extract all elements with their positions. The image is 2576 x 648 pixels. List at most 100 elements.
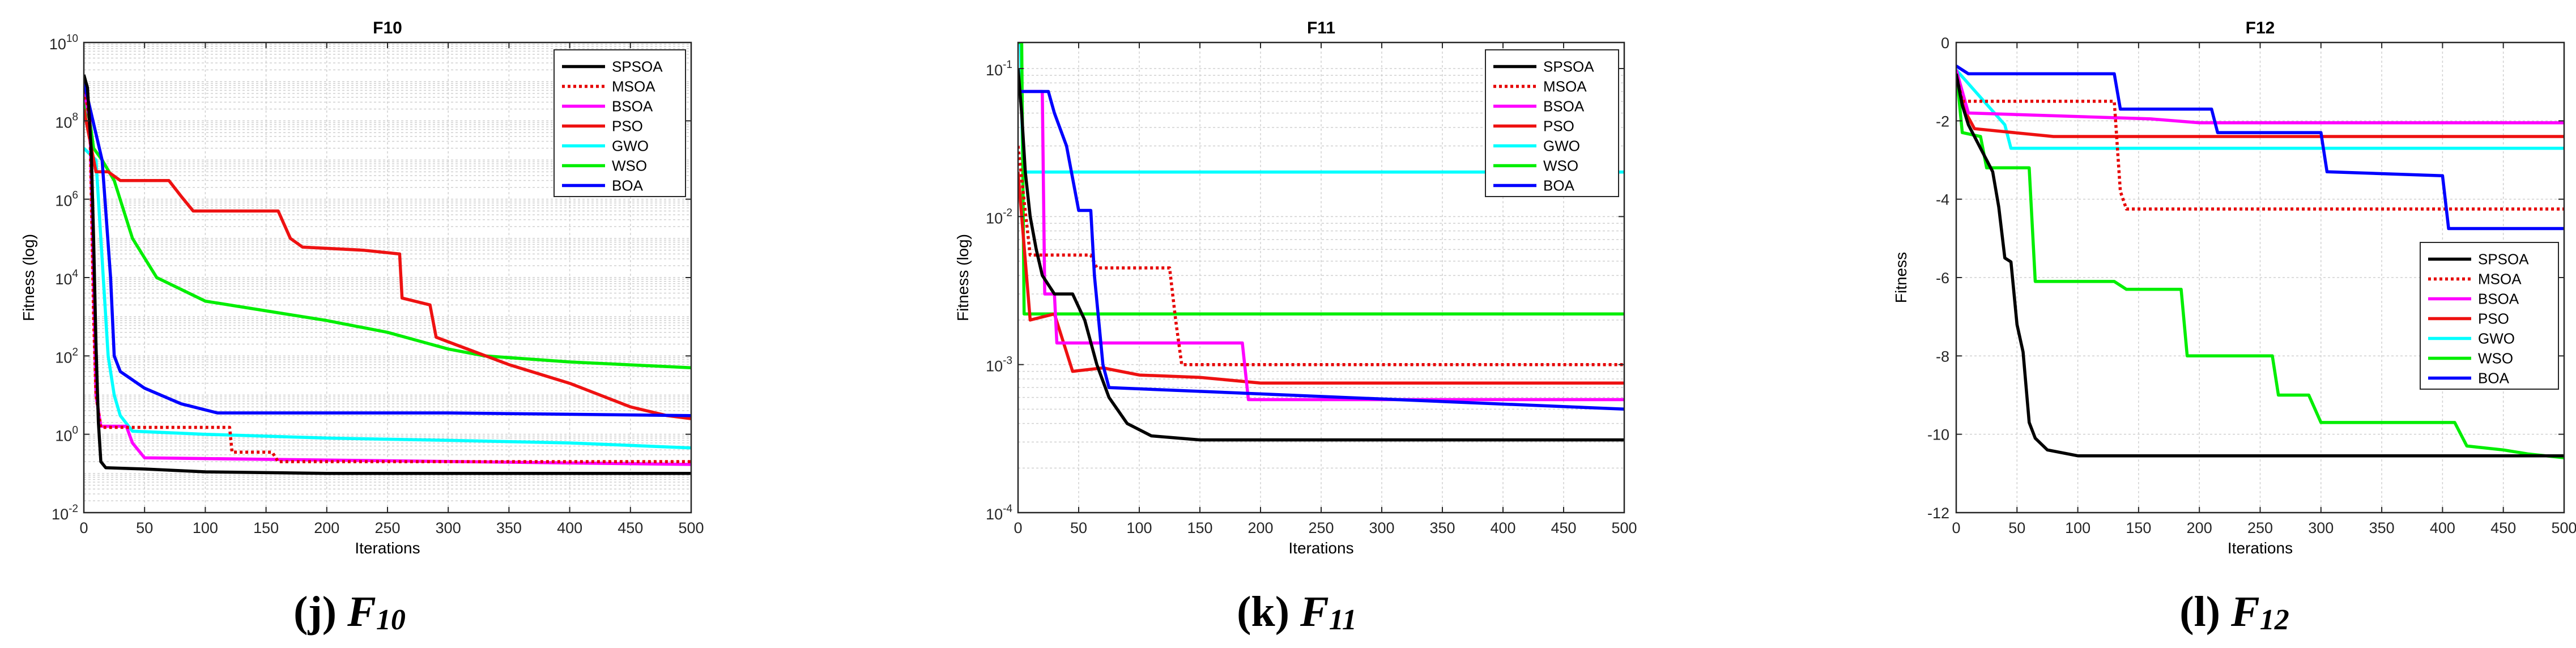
legend-label-pso: PSO [2478,310,2509,327]
series-line-pso [84,108,691,420]
series-line-wso [1956,70,2564,459]
legend-label-wso: WSO [2478,350,2513,367]
series-line-bsoa [1018,89,1624,402]
x-tick-label: 50 [136,519,153,536]
y-tick-base: 10 [55,271,72,288]
legend-label-msoa: MSOA [2478,271,2522,288]
x-tick-label: 50 [1070,519,1087,536]
legend-label-boa: BOA [2478,370,2510,387]
legend-label-bsoa: BSOA [2478,291,2519,308]
y-axis-label: Fitness (log) [954,234,972,321]
legend-label-gwo: GWO [612,138,649,155]
x-tick-label: 300 [2308,519,2334,536]
legend-label-msoa: MSOA [612,78,655,95]
y-tick-base: 10 [986,62,1003,79]
y-tick-label: -8 [1936,348,1949,365]
y-tick-exponent: -2 [1003,207,1012,219]
x-axis-label: Iterations [2228,539,2293,557]
series-line-spsoa [1956,73,2564,458]
x-tick-label: 0 [1014,519,1022,536]
x-tick-label: 300 [1369,519,1394,536]
x-tick-label: 350 [1429,519,1455,536]
series-line-gwo [1956,69,2564,150]
y-tick-label: -2 [1936,113,1949,130]
panel-caption: (j) F10 [293,588,406,636]
caption-function: F [347,588,376,636]
x-tick-label: 500 [678,519,704,536]
y-tick-exponent: 10 [66,33,78,45]
y-tick-label: -4 [1936,191,1949,208]
x-tick-label: 300 [436,519,461,536]
y-tick-exponent: 4 [72,268,78,280]
y-tick-exponent: -3 [1003,355,1012,367]
x-tick-label: 450 [1551,519,1576,536]
y-tick-exponent: 2 [72,346,78,358]
legend-label-boa: BOA [1543,177,1575,194]
x-tick-label: 450 [2490,519,2516,536]
x-axis-label: Iterations [1288,539,1353,557]
series-line-gwo [84,147,691,450]
series-line-spsoa [84,74,691,475]
x-tick-label: 150 [2126,519,2151,536]
legend-box [1485,49,1619,197]
x-tick-label: 350 [496,519,522,536]
x-tick-label: 150 [1187,519,1212,536]
caption-subscript: 10 [376,604,406,636]
y-tick-exponent: 8 [72,111,78,123]
y-tick-label: -10 [1927,427,1949,444]
legend: SPSOA MSOA BSOA PSO GWO WSO BOA [553,49,686,197]
x-tick-label: 400 [2430,519,2455,536]
legend: SPSOA MSOA BSOA PSO GWO WSO BOA [1485,49,1619,197]
y-tick-exponent: -2 [69,503,78,515]
x-tick-label: 350 [2369,519,2395,536]
series-line-bsoa [1956,69,2564,125]
caption-function: F [1300,588,1329,636]
legend-label-spsoa: SPSOA [612,58,663,75]
y-tick-label: 102 [55,346,78,366]
series-line-boa [84,81,691,417]
y-tick-base: 10 [986,506,1003,523]
legend-label-msoa: MSOA [1543,78,1587,95]
chart-title: F12 [2246,19,2275,37]
x-tick-label: 250 [374,519,400,536]
legend-label-pso: PSO [1543,118,1574,135]
x-tick-label: 200 [2187,519,2212,536]
y-tick-base: 10 [55,114,72,131]
x-tick-label: 250 [2247,519,2273,536]
y-tick-label: 1010 [49,33,78,53]
x-tick-label: 200 [314,519,339,536]
chart-panel-f11: 0 50 100 150 200 250 300 350 400 450 50010-410-310… [954,19,1637,636]
chart-title: F10 [373,19,402,37]
legend: SPSOA MSOA BSOA PSO GWO WSO BOA [2420,242,2559,390]
x-tick-label: 400 [1490,519,1515,536]
y-tick-base: 10 [49,36,66,53]
x-tick-label: 0 [79,519,88,536]
grid-lines [1956,42,2564,513]
x-tick-label: 400 [557,519,582,536]
y-tick-label: 0 [1941,35,1949,52]
panel-caption: (k) F11 [1237,588,1357,636]
x-tick-label: 250 [1308,519,1334,536]
legend-label-gwo: GWO [1543,138,1580,155]
y-tick-label: 10-1 [986,59,1012,79]
caption-subscript: 12 [2260,604,2289,636]
series-lines [1018,42,1624,442]
legend-box [2420,242,2559,390]
legend-label-wso: WSO [612,157,647,174]
y-tick-exponent: -4 [1003,503,1012,515]
grid-lines [84,42,691,513]
legend-box [553,49,686,197]
series-lines [84,74,691,475]
series-line-msoa [1018,146,1624,366]
x-tick-label: 0 [1952,519,1960,536]
legend-label-pso: PSO [612,118,643,135]
x-tick-label: 100 [193,519,218,536]
legend-label-spsoa: SPSOA [2478,251,2529,268]
chart-title: F11 [1307,19,1335,37]
series-line-wso [1018,42,1624,316]
y-tick-label: 10-2 [52,503,78,523]
legend-label-bsoa: BSOA [612,98,653,115]
series-line-boa [1956,65,2564,231]
x-tick-label: 200 [1247,519,1273,536]
